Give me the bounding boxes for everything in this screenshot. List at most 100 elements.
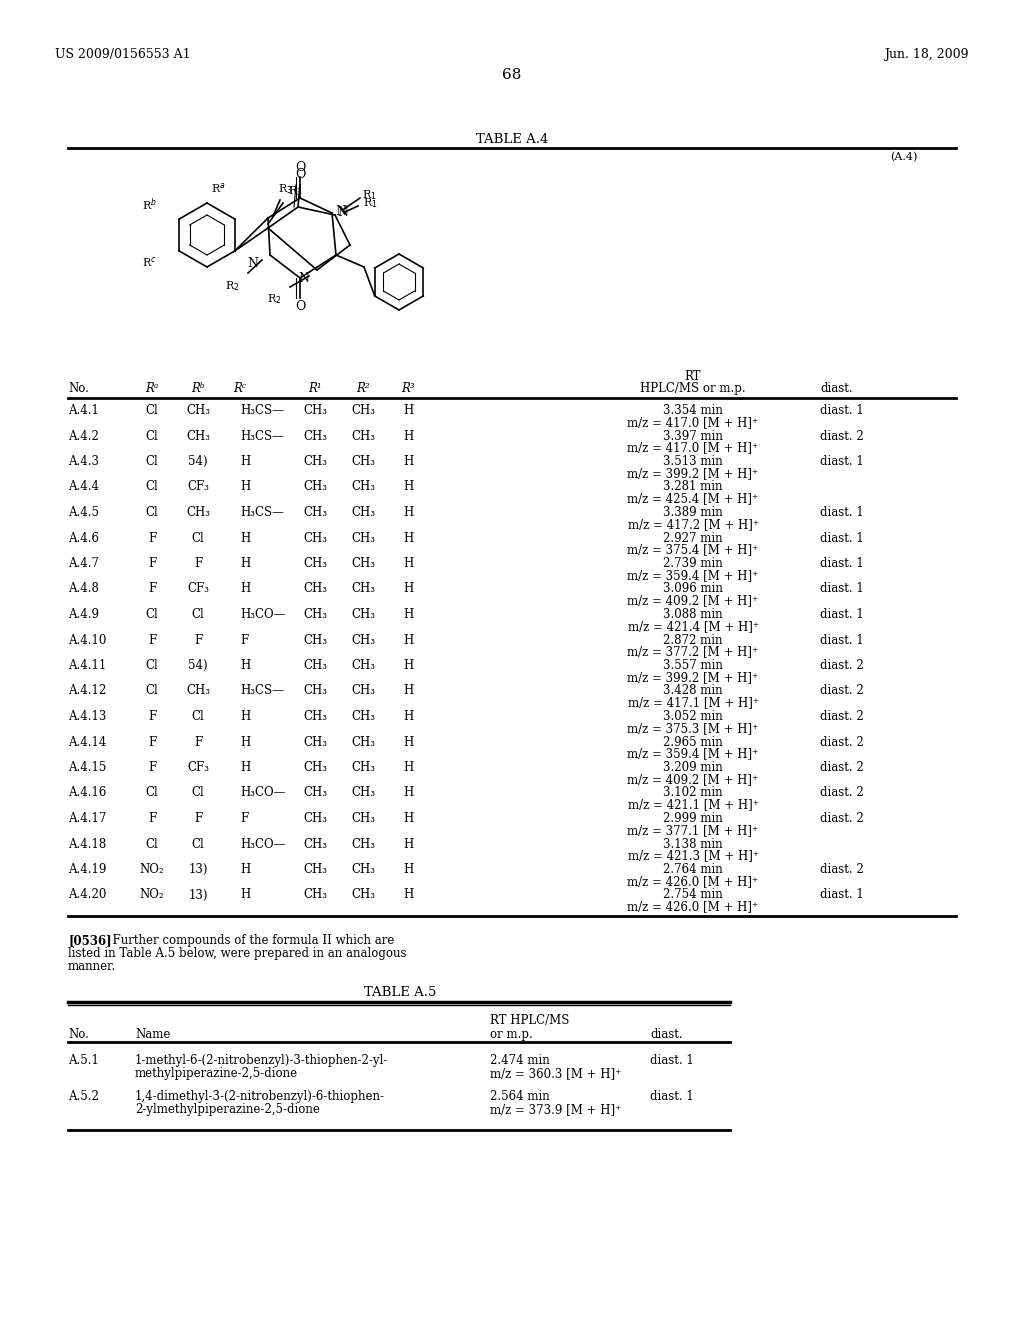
Text: [0536]: [0536] [68,935,112,946]
Text: H: H [402,812,413,825]
Text: CF₃: CF₃ [187,582,209,595]
Text: H: H [402,787,413,800]
Text: Cl: Cl [145,837,159,850]
Text: m/z = 417.1 [M + H]⁺: m/z = 417.1 [M + H]⁺ [628,697,759,710]
Text: H: H [240,762,250,774]
Text: Cl: Cl [145,506,159,519]
Text: Rᶜ: Rᶜ [233,381,247,395]
Text: H: H [240,735,250,748]
Text: F: F [147,812,156,825]
Text: H: H [402,429,413,442]
Text: H₃CS—: H₃CS— [240,404,284,417]
Text: H: H [402,863,413,876]
Text: Cl: Cl [191,532,205,544]
Text: F: F [147,762,156,774]
Text: diast. 1: diast. 1 [820,455,864,469]
Text: 3.052 min: 3.052 min [664,710,723,723]
Text: No.: No. [68,381,89,395]
Text: CH₃: CH₃ [351,634,375,647]
Text: diast. 1: diast. 1 [820,609,864,620]
Text: A.4.17: A.4.17 [68,812,106,825]
Text: Rᵃ: Rᵃ [145,381,159,395]
Text: CH₃: CH₃ [351,532,375,544]
Text: Jun. 18, 2009: Jun. 18, 2009 [885,48,969,61]
Text: A.4.9: A.4.9 [68,609,99,620]
Text: listed in Table A.5 below, were prepared in an analogous: listed in Table A.5 below, were prepared… [68,946,407,960]
Text: F: F [240,812,248,825]
Text: methylpiperazine-2,5-dione: methylpiperazine-2,5-dione [135,1067,298,1080]
Text: H: H [402,659,413,672]
Text: US 2009/0156553 A1: US 2009/0156553 A1 [55,48,190,61]
Text: R³: R³ [401,381,415,395]
Text: N: N [298,272,309,285]
Text: A.4.10: A.4.10 [68,634,106,647]
Text: CH₃: CH₃ [303,506,327,519]
Text: m/z = 417.0 [M + H]⁺: m/z = 417.0 [M + H]⁺ [628,416,759,429]
Text: 3.096 min: 3.096 min [664,582,723,595]
Text: CH₃: CH₃ [303,787,327,800]
Text: m/z = 377.2 [M + H]⁺: m/z = 377.2 [M + H]⁺ [628,645,759,659]
Text: CH₃: CH₃ [186,506,210,519]
Text: CH₃: CH₃ [351,557,375,570]
Text: CH₃: CH₃ [303,735,327,748]
Text: R$_3$: R$_3$ [278,182,293,195]
Text: H₃CS—: H₃CS— [240,429,284,442]
Text: 2.872 min: 2.872 min [664,634,723,647]
Text: Cl: Cl [145,404,159,417]
Text: Cl: Cl [191,787,205,800]
Text: RT: RT [685,370,701,383]
Text: 3.389 min: 3.389 min [664,506,723,519]
Text: diast. 2: diast. 2 [820,685,864,697]
Text: F: F [147,710,156,723]
Text: 68: 68 [503,69,521,82]
Text: H: H [402,532,413,544]
Text: O: O [295,300,305,313]
Text: diast. 2: diast. 2 [820,787,864,800]
Text: R$_2$: R$_2$ [267,292,282,306]
Text: diast. 2: diast. 2 [820,762,864,774]
Text: m/z = 417.2 [M + H]⁺: m/z = 417.2 [M + H]⁺ [628,517,759,531]
Text: A.4.13: A.4.13 [68,710,106,723]
Text: CH₃: CH₃ [303,532,327,544]
Text: N: N [247,257,258,271]
Text: 2.965 min: 2.965 min [664,735,723,748]
Text: A.5.1: A.5.1 [68,1053,99,1067]
Text: 13): 13) [188,888,208,902]
Text: CH₃: CH₃ [351,863,375,876]
Text: CH₃: CH₃ [303,888,327,902]
Text: H: H [240,582,250,595]
Text: R$_2$: R$_2$ [225,279,240,293]
Text: CH₃: CH₃ [351,812,375,825]
Text: F: F [194,634,202,647]
Text: H: H [402,634,413,647]
Text: H₃CO—: H₃CO— [240,609,286,620]
Text: H: H [402,837,413,850]
Text: H₃CO—: H₃CO— [240,787,286,800]
Text: CH₃: CH₃ [351,787,375,800]
Text: diast. 1: diast. 1 [820,404,864,417]
Text: HPLC/MS or m.p.: HPLC/MS or m.p. [640,381,745,395]
Text: H: H [402,582,413,595]
Text: H₃CS—: H₃CS— [240,685,284,697]
Text: F: F [194,557,202,570]
Text: CH₃: CH₃ [303,609,327,620]
Text: diast. 2: diast. 2 [820,812,864,825]
Text: manner.: manner. [68,960,117,973]
Text: Cl: Cl [145,609,159,620]
Text: 2.764 min: 2.764 min [664,863,723,876]
Text: H: H [402,609,413,620]
Text: diast. 1: diast. 1 [820,888,864,902]
Text: R¹: R¹ [308,381,322,395]
Text: A.4.5: A.4.5 [68,506,99,519]
Text: H: H [240,863,250,876]
Text: 2.999 min: 2.999 min [664,812,723,825]
Text: m/z = 377.1 [M + H]⁺: m/z = 377.1 [M + H]⁺ [628,824,759,837]
Text: m/z = 426.0 [M + H]⁺: m/z = 426.0 [M + H]⁺ [628,900,759,913]
Text: A.4.20: A.4.20 [68,888,106,902]
Text: CH₃: CH₃ [351,582,375,595]
Text: CH₃: CH₃ [351,404,375,417]
Text: m/z = 425.4 [M + H]⁺: m/z = 425.4 [M + H]⁺ [628,492,759,506]
Text: CH₃: CH₃ [303,480,327,494]
Text: diast.: diast. [650,1028,683,1041]
Text: CH₃: CH₃ [303,863,327,876]
